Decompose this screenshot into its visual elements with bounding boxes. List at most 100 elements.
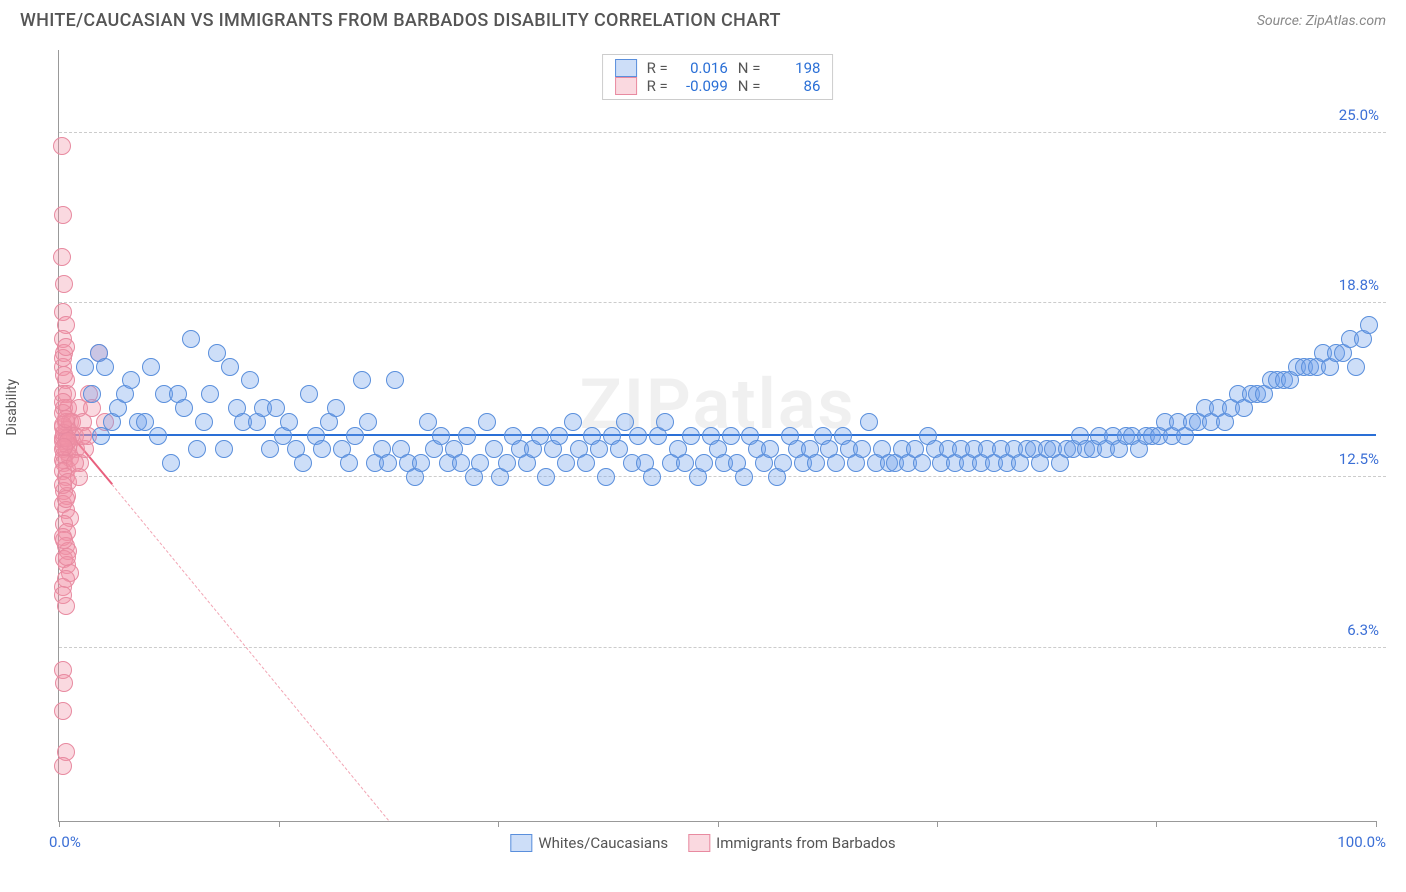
pink-point [55, 366, 73, 384]
x-tick [937, 821, 938, 827]
gridline [59, 647, 1386, 648]
blue-point [629, 427, 647, 445]
pink-swatch [688, 834, 710, 852]
pink-point [53, 137, 71, 155]
blue-point [175, 399, 193, 417]
blue-point [353, 371, 371, 389]
legend-item-blue: Whites/Caucasians [510, 834, 668, 852]
x-axis-max-label: 100.0% [1337, 833, 1386, 851]
pink-series-label: Immigrants from Barbados [716, 834, 896, 852]
blue-point [498, 454, 516, 472]
pink-point [55, 275, 73, 293]
blue-point [471, 454, 489, 472]
x-tick [1156, 821, 1157, 827]
blue-point [1347, 358, 1365, 376]
pink-point [58, 548, 76, 566]
y-tick-label: 25.0% [1337, 106, 1381, 124]
blue-point [386, 371, 404, 389]
blue-swatch [510, 834, 532, 852]
blue-point [735, 468, 753, 486]
legend-row-pink: R = -0.099 N = 86 [615, 77, 821, 95]
pink-point [55, 438, 73, 456]
blue-point [412, 454, 430, 472]
source-prefix: Source: [1257, 13, 1306, 29]
blue-point [280, 413, 298, 431]
blue-point [550, 427, 568, 445]
blue-point [313, 440, 331, 458]
pink-swatch [615, 77, 637, 95]
blue-point [643, 468, 661, 486]
blue-point [564, 413, 582, 431]
blue-point [162, 454, 180, 472]
correlation-legend: R = 0.016 N = 198 R = -0.099 N = 86 [602, 54, 834, 100]
blue-point [722, 427, 740, 445]
blue-point [682, 427, 700, 445]
blue-point [860, 413, 878, 431]
blue-point [215, 440, 233, 458]
blue-point [300, 385, 318, 403]
plot-region: ZIPatlas R = 0.016 N = 198 R = -0.099 N … [58, 50, 1376, 822]
x-tick [59, 821, 60, 827]
blue-point [142, 358, 160, 376]
source-attribution: Source: ZipAtlas.com [1257, 13, 1386, 29]
blue-point [537, 468, 555, 486]
pink-point [54, 702, 72, 720]
blue-point [96, 358, 114, 376]
blue-point [83, 385, 101, 403]
pink-point [70, 468, 88, 486]
pink-r-value: -0.099 [678, 77, 728, 95]
blue-point [294, 454, 312, 472]
pink-point [55, 674, 73, 692]
blue-point [346, 427, 364, 445]
y-tick-label: 12.5% [1337, 450, 1381, 468]
y-tick-label: 18.8% [1337, 276, 1381, 294]
gridline [59, 476, 1386, 477]
pink-point [57, 338, 75, 356]
pink-n-value: 86 [770, 77, 820, 95]
blue-point [478, 413, 496, 431]
blue-point [340, 454, 358, 472]
x-tick [498, 821, 499, 827]
series-legend: Whites/Caucasians Immigrants from Barbad… [510, 834, 895, 852]
pink-point [57, 597, 75, 615]
blue-point [359, 413, 377, 431]
pink-point [53, 248, 71, 266]
blue-point [827, 454, 845, 472]
blue-series-label: Whites/Caucasians [538, 834, 668, 852]
pink-point [57, 410, 75, 428]
r-label: R = [647, 59, 668, 77]
blue-point [149, 427, 167, 445]
r-label: R = [647, 77, 668, 95]
y-tick-label: 6.3% [1345, 621, 1381, 639]
blue-point [195, 413, 213, 431]
blue-point [577, 454, 595, 472]
x-axis-min-label: 0.0% [49, 833, 81, 851]
chart-title: WHITE/CAUCASIAN VS IMMIGRANTS FROM BARBA… [20, 10, 781, 31]
blue-point [76, 358, 94, 376]
pink-point [54, 393, 72, 411]
blue-point [458, 427, 476, 445]
blue-point [590, 440, 608, 458]
blue-point [241, 371, 259, 389]
pink-trend-extrapolation [111, 484, 388, 821]
blue-point [221, 358, 239, 376]
blue-point [122, 371, 140, 389]
x-tick [279, 821, 280, 827]
pink-point [54, 206, 72, 224]
chart-header: WHITE/CAUCASIAN VS IMMIGRANTS FROM BARBA… [0, 0, 1406, 37]
blue-point [182, 330, 200, 348]
blue-point [695, 454, 713, 472]
blue-point [557, 454, 575, 472]
n-label: N = [738, 77, 761, 95]
blue-point [379, 454, 397, 472]
blue-point [807, 454, 825, 472]
blue-r-value: 0.016 [678, 59, 728, 77]
blue-point [774, 454, 792, 472]
y-axis-label: Disability [4, 379, 20, 436]
source-name: ZipAtlas.com [1306, 13, 1386, 29]
chart-area: Disability ZIPatlas R = 0.016 N = 198 R … [20, 50, 1386, 862]
x-tick [1376, 821, 1377, 827]
blue-swatch [615, 59, 637, 77]
pink-point [54, 757, 72, 775]
x-tick [718, 821, 719, 827]
